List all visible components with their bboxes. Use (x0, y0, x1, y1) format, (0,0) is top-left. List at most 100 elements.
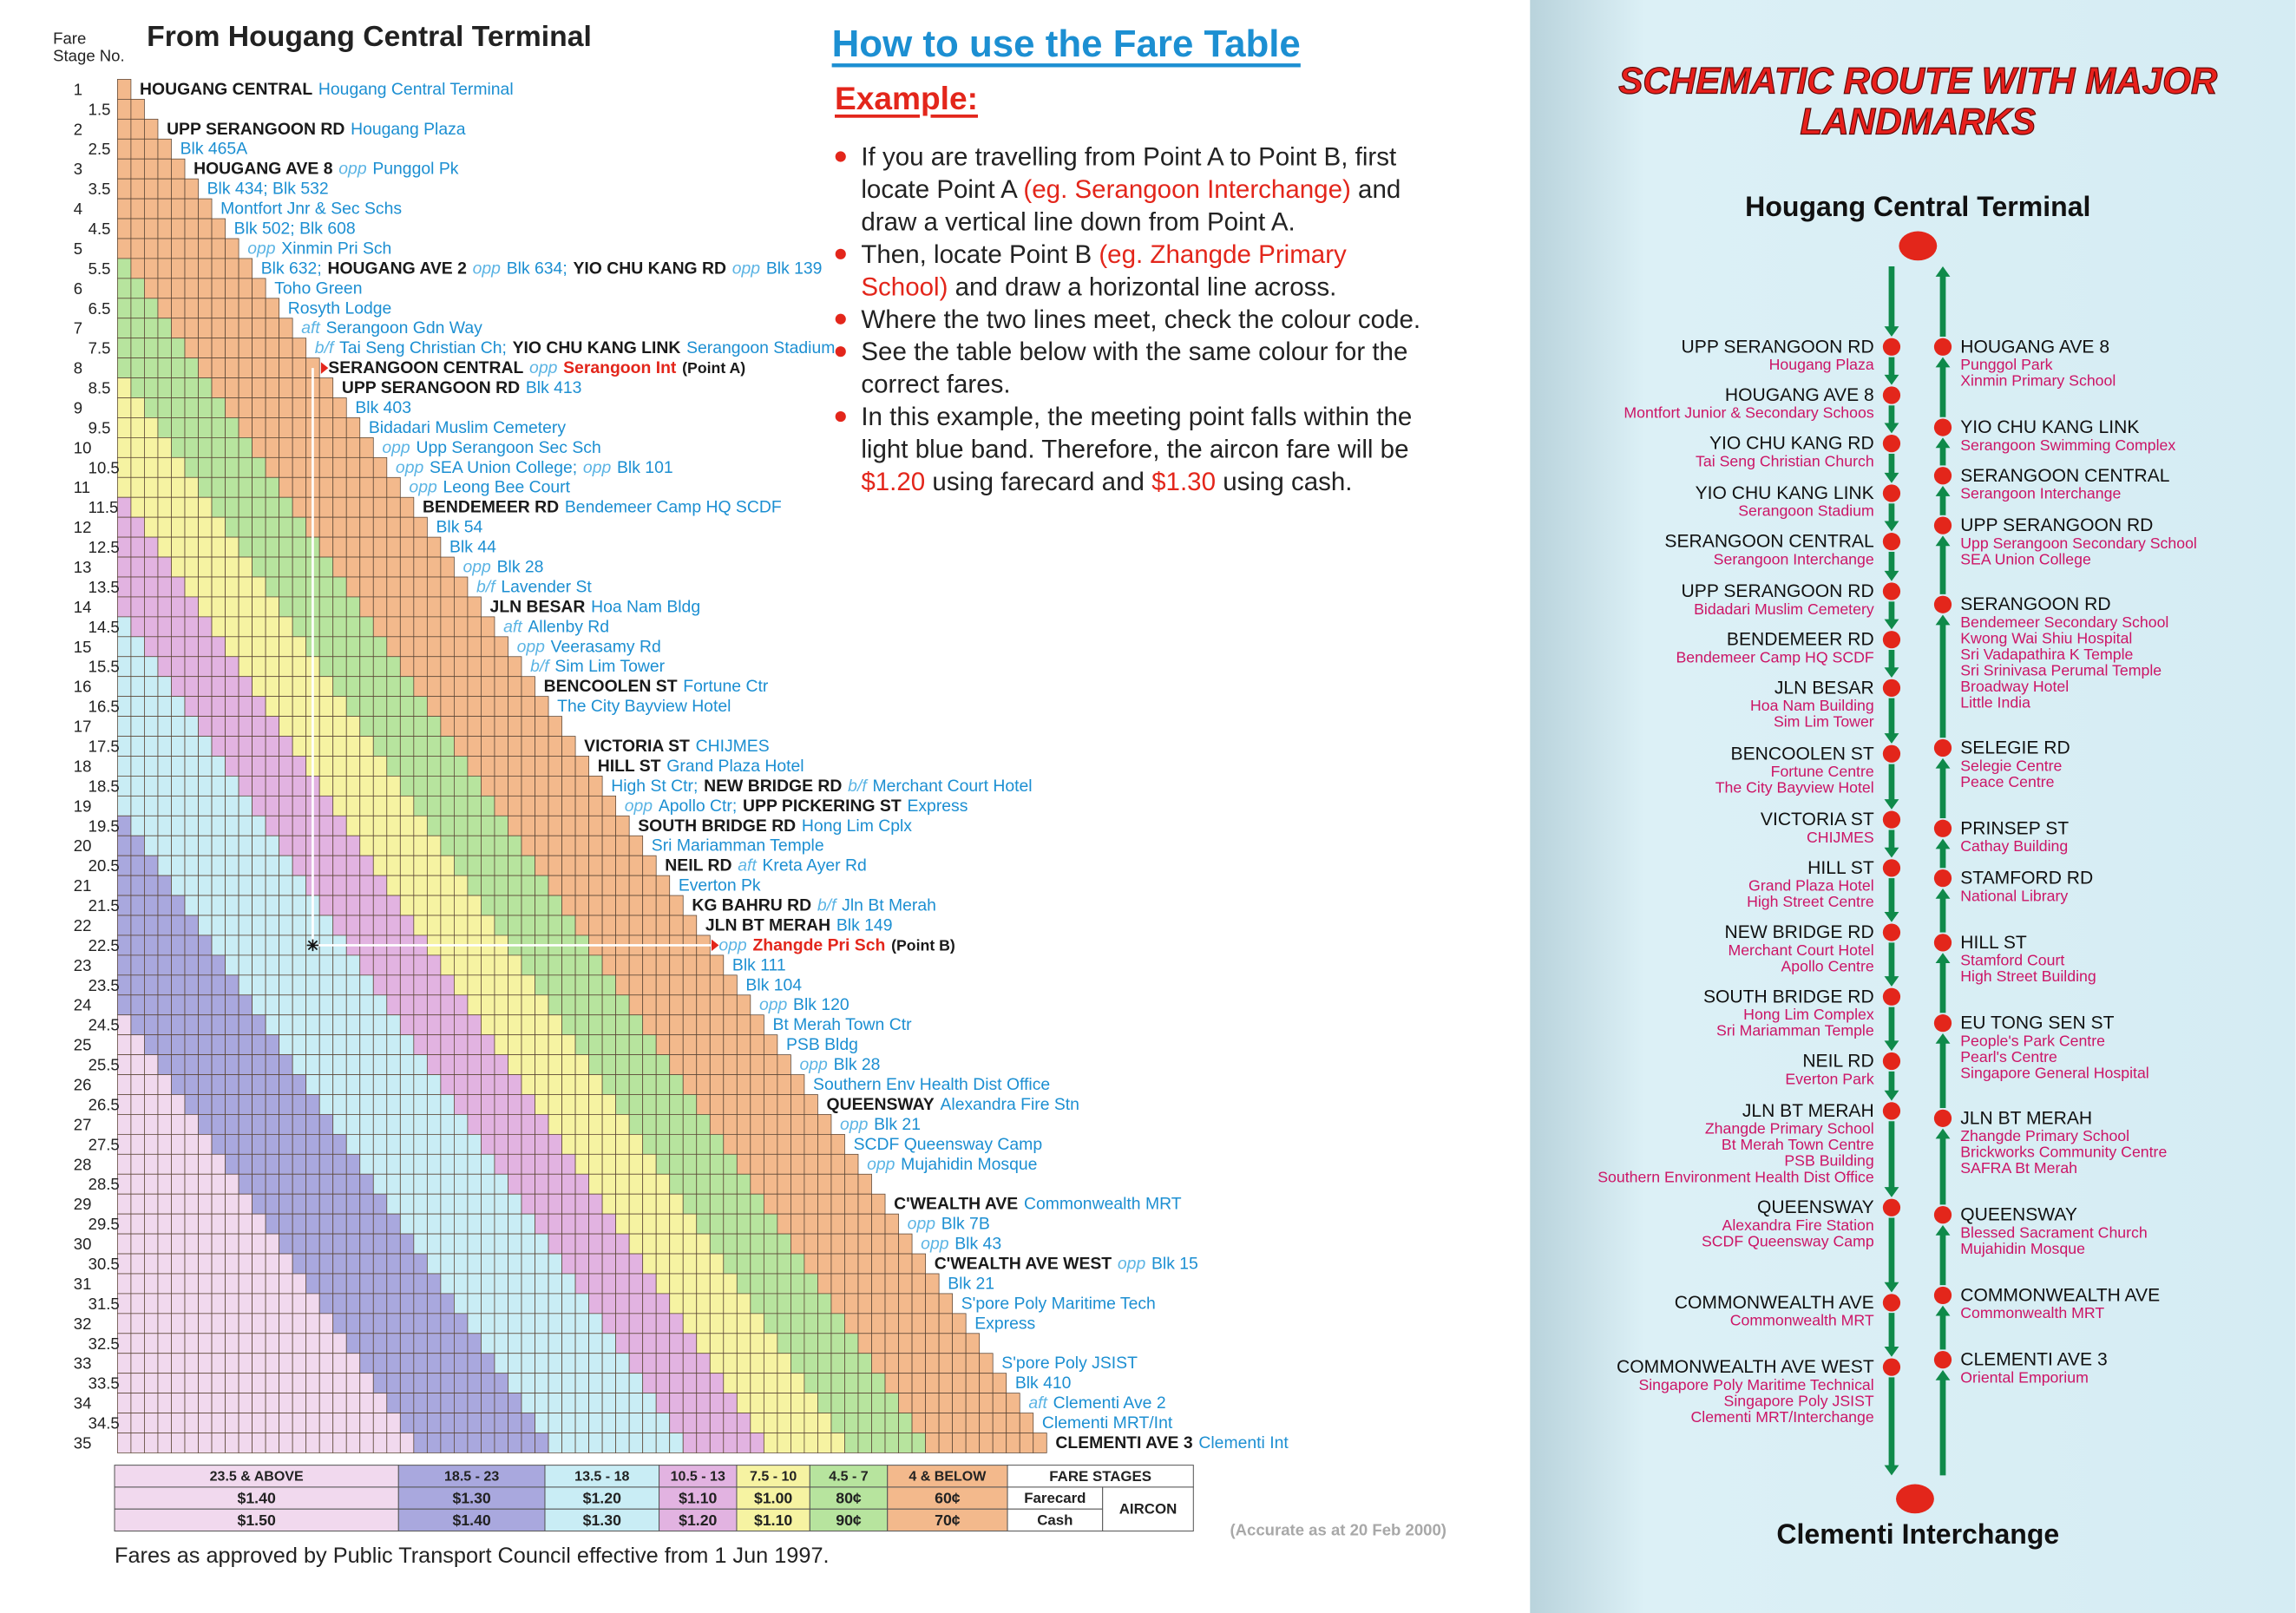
fare-cell (130, 1213, 145, 1235)
fare-cell (535, 1014, 549, 1036)
fare-cell (198, 795, 213, 816)
fare-cell (184, 417, 199, 438)
stage-label: 28.5 (89, 1175, 120, 1193)
stop-name: YIO CHU KANG LINK (1960, 417, 2139, 437)
fare-cell (225, 994, 239, 1016)
fare-cell (736, 1253, 751, 1275)
stage-label: 21 (74, 876, 92, 895)
fare-cell (184, 456, 199, 478)
fare-cell (279, 636, 293, 658)
fare-cell (238, 994, 253, 1016)
fare-cell (238, 258, 253, 279)
stage-label: 16 (74, 678, 92, 696)
fare-cell (211, 656, 226, 678)
fare-cell (332, 1393, 347, 1413)
fare-cell (481, 1034, 495, 1055)
fare-cell (130, 536, 145, 558)
fare-cell (467, 1253, 482, 1275)
fare-cell (561, 1153, 576, 1175)
fare-cell (615, 1034, 630, 1055)
fare-cell (601, 1273, 617, 1295)
stop-part: SERANGOON CENTRAL (328, 358, 523, 377)
stop-dot (1933, 1109, 1952, 1127)
fare-cell (521, 1253, 535, 1275)
fare-cell (723, 1213, 738, 1235)
fare-cell (535, 776, 549, 797)
fare-cell (763, 1253, 778, 1275)
fare-cell (372, 1193, 388, 1215)
fare-cell (399, 1094, 415, 1115)
fare-cell (413, 895, 428, 916)
fare-cell (171, 496, 186, 518)
fare-cell (696, 994, 711, 1016)
stop-part: opp (759, 995, 788, 1014)
fare-cell (574, 875, 589, 896)
route-arrow (1935, 1224, 1951, 1236)
fare-cell (413, 1293, 428, 1315)
stop-landmark: Hong Lim Complex (1743, 1006, 1874, 1023)
fare-cell (642, 1094, 657, 1115)
how-to-part: In this example, the meeting point falls… (861, 403, 1412, 431)
fare-cell (521, 1114, 535, 1135)
fare-cell (535, 1153, 549, 1175)
route-arrow (1935, 888, 1951, 899)
fare-cell (318, 1054, 334, 1075)
fare-cell (198, 815, 213, 836)
fare-cell (144, 118, 159, 140)
fare-cell (399, 1014, 415, 1036)
fare-cell (979, 1353, 994, 1374)
fare-cell (279, 1333, 293, 1354)
fare-cell (467, 1393, 482, 1413)
fare-cell (426, 1133, 442, 1155)
fare-cell (386, 1233, 401, 1255)
fare-cell (279, 895, 293, 916)
fare-cell (399, 835, 415, 856)
stage-label: 18.5 (89, 777, 120, 795)
fare-cell (211, 1373, 226, 1394)
fare-cell (642, 954, 657, 976)
fare-cell (938, 1293, 954, 1315)
fare-cell (184, 934, 199, 956)
fare-cell (574, 1173, 589, 1195)
fare-cell (292, 1253, 307, 1275)
fare-cell (279, 696, 293, 717)
fare-cell (318, 536, 334, 558)
fare-cell (305, 1273, 320, 1295)
fare-cell (817, 1213, 832, 1235)
fare-cell (184, 835, 199, 856)
fare-key-farecard: 80¢ (836, 1490, 862, 1507)
fare-cell (332, 417, 347, 438)
fare-cell (817, 1393, 832, 1413)
fare-cell (925, 1333, 940, 1354)
fare-cell (454, 1213, 469, 1235)
fare-cell (494, 716, 508, 737)
fare-cell (548, 1353, 562, 1374)
fare-cell (225, 238, 239, 259)
fare-cell (184, 1173, 199, 1195)
fare-cell (359, 1094, 374, 1115)
fare-cell (413, 536, 428, 558)
fare-cell (521, 776, 535, 797)
fare-cell (642, 1074, 657, 1095)
fare-cell (481, 1293, 495, 1315)
stop-label: Blk 21 (948, 1274, 994, 1293)
fare-cell (763, 1193, 778, 1215)
fare-cell (535, 736, 549, 757)
fare-cell (157, 318, 172, 339)
stop-landmark: Commonwealth MRT (1730, 1312, 1874, 1329)
stop-label: Blk 403 (355, 398, 411, 417)
fare-cell (467, 1114, 482, 1135)
stop-landmark: Montfort Junior & Secondary Schoos (1624, 404, 1873, 422)
fare-cell (763, 1074, 778, 1095)
fare-cell (696, 1253, 711, 1275)
fare-cell (211, 855, 226, 876)
fare-cell (642, 1333, 657, 1354)
stop-part: Blk 15 (1151, 1254, 1198, 1273)
fare-cell (332, 556, 347, 578)
fare-cell (467, 895, 482, 916)
stop-label: C'WEALTH AVE Commonwealth MRT (894, 1195, 1182, 1214)
fare-cell (345, 696, 361, 717)
fare-cell (925, 1373, 940, 1394)
stop-part: C'WEALTH AVE (894, 1195, 1018, 1214)
fare-cell (844, 1213, 859, 1235)
